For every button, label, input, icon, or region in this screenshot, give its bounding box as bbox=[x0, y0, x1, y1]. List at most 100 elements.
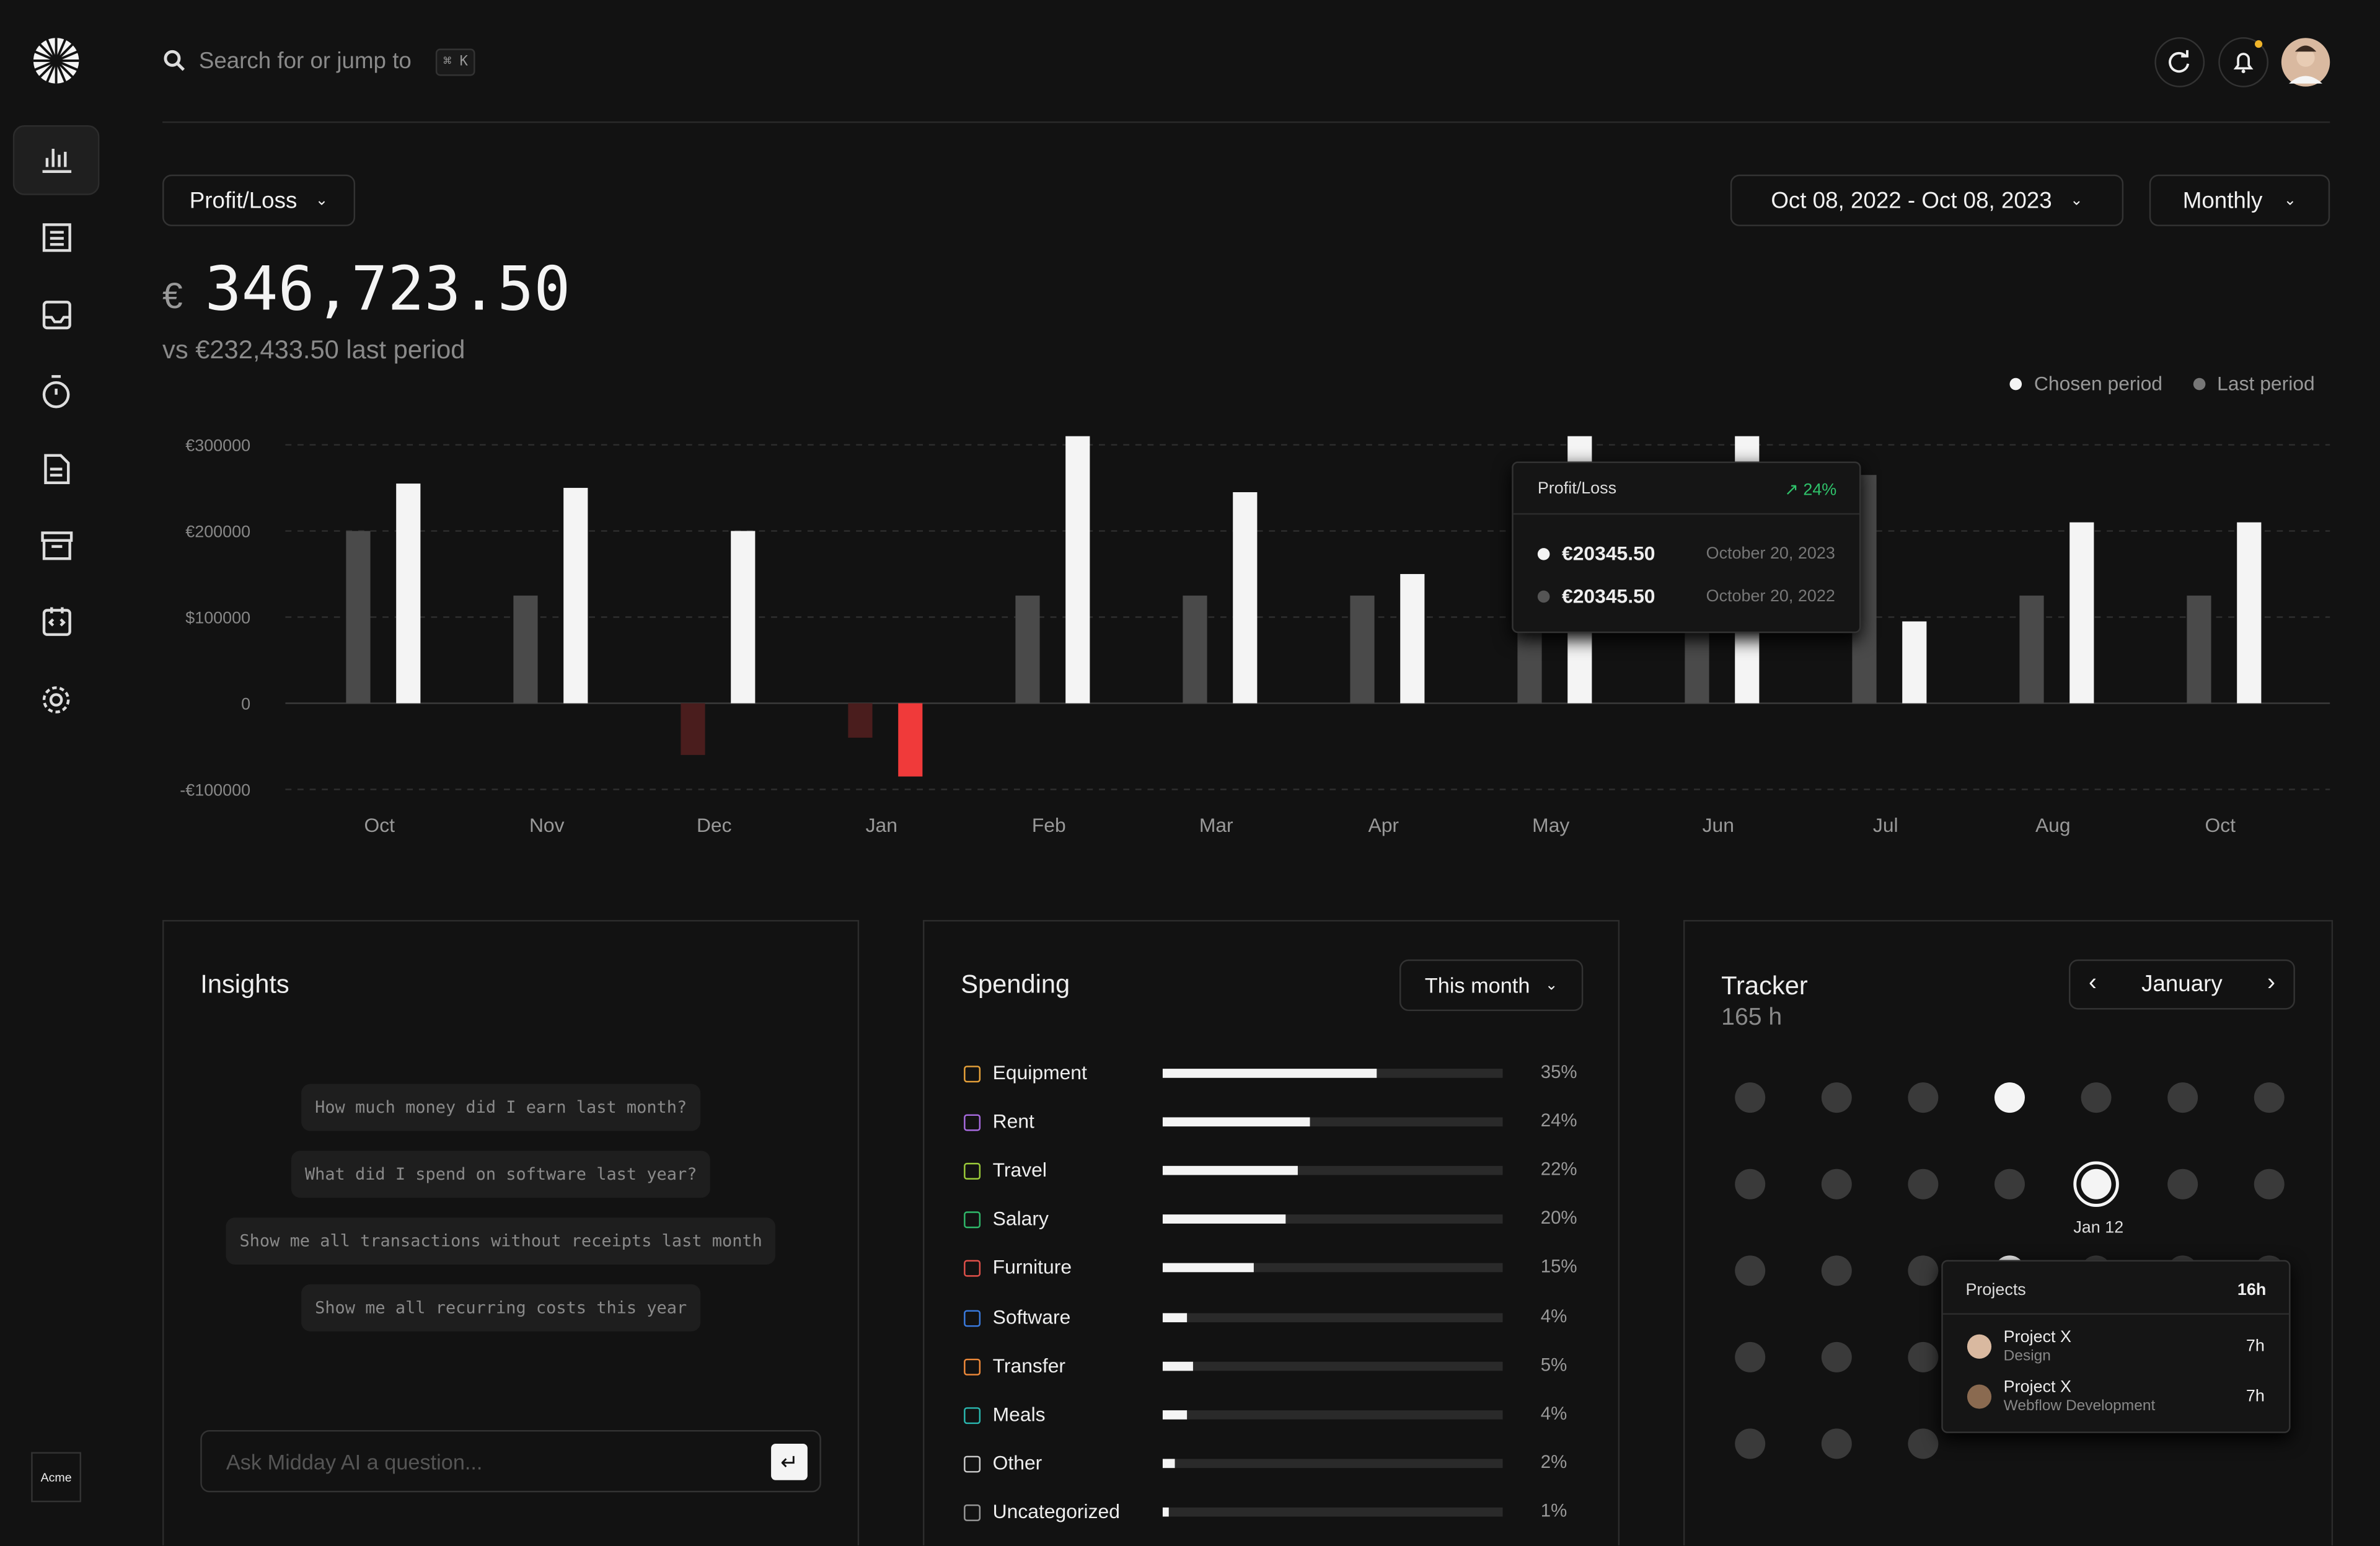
percent-label: 4% bbox=[1540, 1304, 1567, 1327]
percent-label: 1% bbox=[1540, 1500, 1567, 1521]
bar-fill bbox=[1162, 1410, 1188, 1420]
entry-avatar bbox=[1967, 1384, 1992, 1409]
nav-active[interactable] bbox=[12, 125, 100, 195]
bar-fill bbox=[1162, 1312, 1188, 1322]
percent-label: 24% bbox=[1540, 1110, 1577, 1131]
y-tick-label: $100000 bbox=[185, 608, 250, 627]
bar bbox=[396, 484, 421, 704]
ai-submit[interactable]: ↵ bbox=[771, 1443, 808, 1480]
nav-invoices[interactable] bbox=[44, 454, 70, 484]
notifications-button[interactable] bbox=[2218, 37, 2269, 87]
selected-day: Jan 12 bbox=[2073, 1219, 2124, 1237]
entry-project: Project X bbox=[2003, 1328, 2072, 1347]
category-icon bbox=[964, 1114, 981, 1131]
month-picker[interactable]: ‹ January › bbox=[2068, 959, 2295, 1010]
workspace-badge[interactable] bbox=[31, 1452, 82, 1503]
bar bbox=[731, 531, 756, 704]
category-icon bbox=[964, 1455, 981, 1473]
bar-fill bbox=[1162, 1361, 1194, 1371]
period-select[interactable]: Monthly ⌄ bbox=[2149, 174, 2330, 226]
tracker-card: Tracker 165 h ‹ January › Jan 12 Project… bbox=[1683, 920, 2334, 1546]
nav-tracker[interactable] bbox=[42, 375, 70, 409]
tooltip-dot bbox=[1537, 548, 1550, 560]
bar-fill bbox=[1162, 1214, 1285, 1224]
tooltip-title: Profit/Loss bbox=[1537, 479, 1617, 498]
bar bbox=[1065, 436, 1090, 704]
nav-inbox[interactable] bbox=[42, 301, 71, 330]
day bbox=[1908, 1255, 1939, 1286]
bar-fill bbox=[1162, 1069, 1377, 1078]
bar-track bbox=[1162, 1507, 1503, 1517]
day bbox=[1821, 1168, 1852, 1199]
percent-label: 15% bbox=[1540, 1256, 1577, 1278]
x-tick-label: Jul bbox=[1873, 814, 1898, 836]
entry-task: Design bbox=[2003, 1348, 2051, 1365]
prev-month[interactable]: ‹ bbox=[2088, 970, 2097, 996]
comparison-text: vs €232,433.50 last period bbox=[162, 335, 465, 364]
category-icon bbox=[964, 1309, 981, 1327]
report-select[interactable]: Profit/Loss ⌄ bbox=[162, 174, 356, 226]
category-icon bbox=[964, 1212, 981, 1229]
x-tick-label: Aug bbox=[2035, 814, 2071, 836]
avatar[interactable] bbox=[2281, 38, 2330, 87]
day bbox=[1735, 1082, 1766, 1113]
profit-loss-chart: -€100000 0 $100000 €200000 €300000 Oct Nov Dec J… bbox=[180, 436, 2330, 836]
nav-apps[interactable] bbox=[42, 607, 71, 636]
bar-track bbox=[1162, 1361, 1503, 1371]
day bbox=[1821, 1428, 1852, 1459]
percent-label: 35% bbox=[1540, 1061, 1577, 1083]
y-tick-label: €300000 bbox=[185, 436, 250, 454]
bar bbox=[2069, 522, 2094, 704]
day bbox=[1908, 1428, 1939, 1459]
category-name: Travel bbox=[992, 1159, 1047, 1182]
category-name: Salary bbox=[992, 1207, 1049, 1230]
legend-swatch bbox=[2009, 377, 2022, 390]
bar-track bbox=[1162, 1312, 1503, 1322]
refresh-button[interactable] bbox=[2154, 37, 2205, 87]
nav-overview[interactable] bbox=[42, 149, 72, 173]
category-name: Rent bbox=[992, 1110, 1034, 1133]
percent-label: 5% bbox=[1540, 1353, 1567, 1375]
category-name: Furniture bbox=[992, 1256, 1072, 1279]
next-month[interactable]: › bbox=[2267, 970, 2276, 996]
suggestion-chip[interactable]: How much money did I earn last month? bbox=[301, 1084, 701, 1131]
category-name: Transfer bbox=[992, 1353, 1066, 1377]
day bbox=[2081, 1082, 2112, 1113]
report-label: Profit/Loss bbox=[189, 187, 298, 214]
day bbox=[1994, 1168, 2025, 1199]
spending-filter-label: This month bbox=[1424, 973, 1530, 997]
bar bbox=[2237, 522, 2262, 704]
tracker-title: Tracker bbox=[1721, 971, 1808, 1000]
y-tick-label: €200000 bbox=[185, 522, 250, 541]
nav-settings[interactable] bbox=[42, 686, 70, 713]
suggestion-chip[interactable]: Show me all recurring costs this year bbox=[301, 1284, 701, 1332]
nav-transactions[interactable] bbox=[42, 223, 71, 252]
x-tick-label: Dec bbox=[697, 814, 732, 836]
header-divider bbox=[162, 121, 2330, 123]
legend-label: Chosen period bbox=[2034, 372, 2163, 395]
date-range-select[interactable]: Oct 08, 2022 - Oct 08, 2023 ⌄ bbox=[1730, 174, 2124, 226]
bar bbox=[563, 488, 588, 704]
spending-filter[interactable]: This month ⌄ bbox=[1399, 959, 1584, 1012]
nav-vault[interactable] bbox=[41, 531, 73, 560]
insights-title: Insights bbox=[200, 970, 289, 999]
suggestion-chip[interactable]: What did I spend on software last year? bbox=[291, 1151, 711, 1198]
x-tick-label: Apr bbox=[1368, 814, 1399, 836]
bar bbox=[1015, 595, 1040, 704]
bar-fill bbox=[1162, 1166, 1298, 1175]
percent-label: 4% bbox=[1540, 1402, 1567, 1424]
tooltip-change-value: 24% bbox=[1803, 481, 1837, 500]
x-tick-label: Jan bbox=[866, 814, 897, 836]
day bbox=[2167, 1082, 2198, 1113]
bar-fill bbox=[1162, 1117, 1310, 1127]
legend-swatch bbox=[2193, 377, 2205, 390]
ai-input[interactable]: Ask Midday AI a question... ↵ bbox=[200, 1429, 821, 1493]
sidebar: Acme bbox=[12, 38, 100, 1503]
category-name: Other bbox=[992, 1451, 1042, 1474]
day bbox=[1908, 1341, 1939, 1372]
category-name: Equipment bbox=[992, 1061, 1087, 1084]
search-input[interactable]: Search for or jump to bbox=[198, 48, 412, 75]
suggestion-chip[interactable]: Show me all transactions without receipt… bbox=[226, 1217, 776, 1265]
